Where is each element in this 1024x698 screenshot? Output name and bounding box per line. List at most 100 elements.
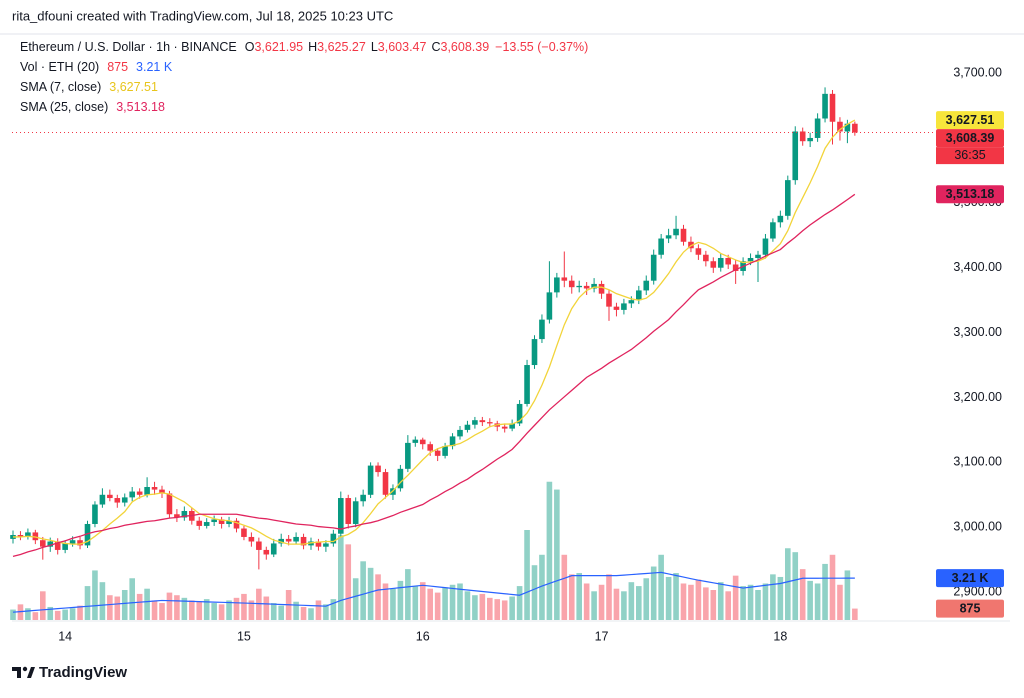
volume-bar [69,608,76,620]
volume-bar [189,600,195,620]
volume-bar [650,566,657,620]
candle-body [360,494,366,502]
volume-bar [203,599,210,620]
volume-bar [725,591,731,620]
candle-body [114,498,121,503]
volume-bar [159,603,165,620]
volume-bar [114,596,121,620]
volume-bar [10,609,16,620]
volume-bar [47,606,54,620]
candle-body [233,520,240,529]
header: rita_dfouni created with TradingView.com… [12,8,393,23]
volume-bar [449,584,456,620]
candle-body [613,306,620,310]
volume-bar [54,610,61,620]
candle-body [472,420,478,425]
candle-body [263,549,270,555]
candle-body [792,131,799,181]
legend-series-value: 3.21 K [136,60,173,74]
candle-body [136,491,143,495]
candle-body [144,487,150,495]
volume-bar [688,584,694,620]
volume-bar [248,600,255,620]
candle-body [822,93,828,119]
candle-body [434,450,441,456]
candle-body [181,511,188,518]
candle-body [479,420,486,423]
candle-body [248,536,255,542]
candle-body [449,436,456,447]
volume-bar [814,583,821,620]
candle-body [807,137,813,142]
candle-body [606,293,612,307]
volume-bar [352,578,359,620]
candle-body [241,528,247,537]
volume-label: 875 [960,601,981,615]
volume-bar [829,554,836,620]
legend-main: Ethereum / U.S. Dollar · 1h · BINANCE O3,… [20,40,588,54]
candle-body [799,131,806,142]
volume-bar [606,574,612,620]
volume-bar [546,481,553,620]
candle-body [218,519,225,524]
volume-bar [479,593,486,620]
legend-row: Vol · ETH (20) 875 3.21 K [20,60,173,74]
legend-series-value: 3,627.51 [109,80,158,94]
candle-body [84,523,91,546]
volume-bar [613,588,620,620]
volume-bar [233,597,240,620]
volume-bar [84,586,91,620]
candle-body [151,487,158,490]
volume-bar [799,569,806,620]
candle-body [717,257,724,268]
volume-bar [501,600,508,620]
y-tick-label: 3,400.00 [953,260,1002,274]
legend-series-value: 3,513.18 [116,100,165,114]
volume-bar [576,573,582,620]
price-label-bg [936,129,1004,148]
candle-body [516,403,523,424]
candle-body [814,118,821,138]
volume-bar [792,552,799,620]
legend-row: SMA (7, close) 3,627.51 [20,80,158,94]
candle-body [99,494,106,505]
volume-bar [107,595,113,620]
volume-bar [695,579,702,620]
candle-body [382,472,389,495]
sma-line [13,119,856,545]
candle-body [852,123,858,133]
footer-brand: TradingView [39,664,127,681]
x-tick-label: 15 [237,629,251,643]
candle-body [844,123,851,132]
candle-body [561,277,568,281]
candle-body [591,283,597,289]
candle-body [427,444,433,451]
candle-body [330,533,337,544]
candle-body [166,493,173,515]
volume-bar [457,583,463,620]
volume-bar [300,606,307,620]
candle-body [196,520,203,526]
volume-bar [412,586,419,620]
candle-body [457,429,463,437]
legend-key: L [371,40,378,54]
volume-bar [345,544,352,620]
volume-bar [226,600,232,620]
candle-body [40,540,46,547]
legend-row: SMA (25, close) 3,513.18 [20,100,165,114]
candle-body [539,319,545,340]
volume-bar [323,604,329,620]
y-tick-label: 3,100.00 [953,455,1002,469]
legend-value: 3,608.39 [441,40,490,54]
legend-value: 3,603.47 [378,40,427,54]
legend-symbol: Ethereum / U.S. Dollar · 1h · BINANCE [20,40,237,54]
volume-bar [405,569,411,620]
volume-bar [174,595,180,620]
candle-body [338,498,344,534]
volume-bar [844,570,851,620]
volume-bar [636,586,642,620]
candle-body [121,497,128,503]
volume-bar [278,605,284,620]
logo-slash [27,667,35,678]
